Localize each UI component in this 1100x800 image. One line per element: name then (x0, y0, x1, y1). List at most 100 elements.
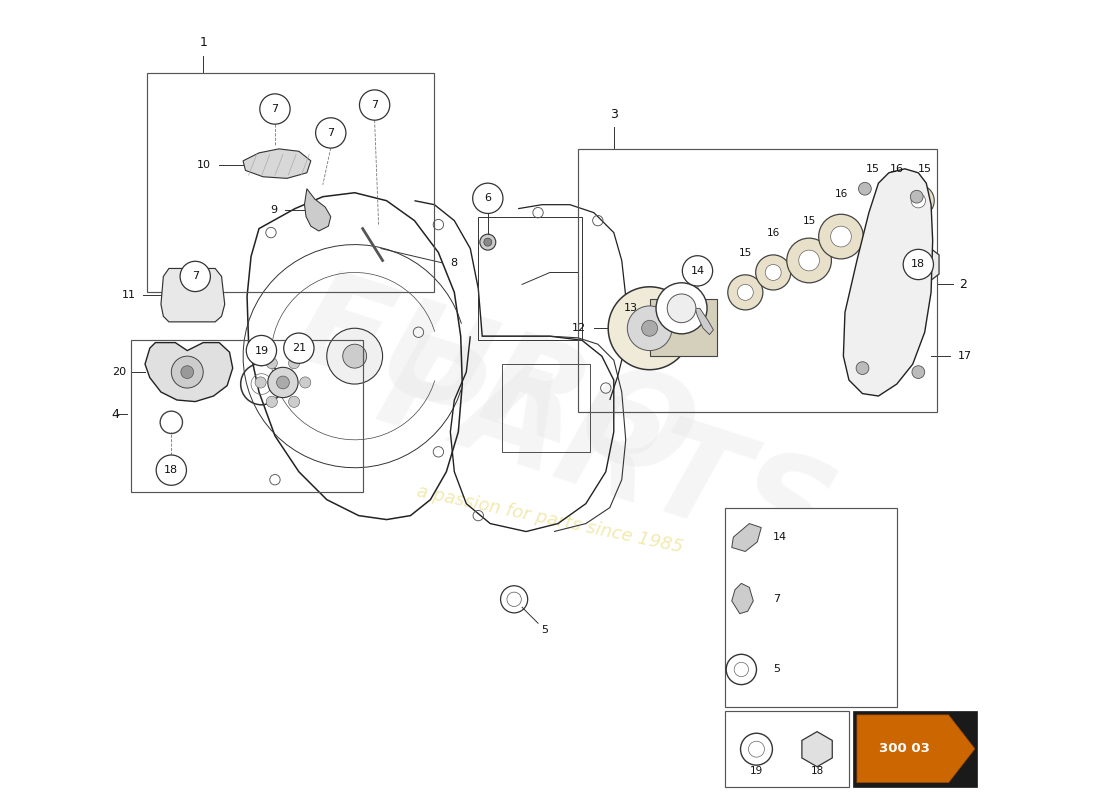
Polygon shape (896, 247, 939, 282)
Text: 10: 10 (197, 160, 211, 170)
Circle shape (799, 250, 820, 271)
Circle shape (288, 396, 299, 407)
Text: 3: 3 (609, 108, 618, 121)
Polygon shape (145, 342, 233, 402)
Bar (725, 711, 849, 786)
Circle shape (343, 344, 366, 368)
Polygon shape (732, 523, 761, 551)
Text: 14: 14 (773, 532, 788, 542)
Text: 19: 19 (254, 346, 268, 355)
Circle shape (255, 377, 266, 388)
Text: 9: 9 (271, 206, 277, 215)
Circle shape (786, 238, 832, 283)
Circle shape (766, 265, 781, 281)
Polygon shape (243, 149, 311, 178)
Circle shape (327, 328, 383, 384)
Circle shape (284, 333, 314, 363)
Text: 18: 18 (811, 766, 824, 776)
Circle shape (608, 286, 691, 370)
Circle shape (858, 182, 871, 195)
Bar (478, 217, 582, 340)
Text: 19: 19 (750, 766, 763, 776)
Text: 15: 15 (803, 216, 816, 226)
Circle shape (627, 306, 672, 350)
Text: 8: 8 (450, 258, 458, 268)
Circle shape (480, 234, 496, 250)
Text: 20: 20 (112, 367, 125, 377)
Circle shape (156, 455, 187, 486)
Circle shape (473, 183, 503, 214)
Polygon shape (161, 269, 224, 322)
Text: 7: 7 (272, 104, 278, 114)
Circle shape (246, 335, 276, 366)
Circle shape (728, 275, 763, 310)
Circle shape (484, 238, 492, 246)
Text: 16: 16 (835, 190, 848, 199)
Polygon shape (732, 583, 754, 614)
Circle shape (266, 358, 277, 369)
Text: PARTS: PARTS (364, 323, 848, 589)
Circle shape (260, 94, 290, 124)
Circle shape (903, 250, 934, 280)
Circle shape (912, 366, 925, 378)
Bar (725, 508, 896, 707)
Polygon shape (305, 189, 331, 231)
Circle shape (911, 190, 923, 203)
Text: 15: 15 (739, 247, 752, 258)
Circle shape (737, 285, 754, 300)
Circle shape (267, 367, 298, 398)
Circle shape (656, 283, 707, 334)
Text: 18: 18 (911, 259, 925, 270)
Circle shape (172, 356, 204, 388)
Text: 16: 16 (890, 164, 904, 174)
Bar (132, 340, 363, 492)
Circle shape (902, 185, 934, 217)
Text: 12: 12 (572, 323, 586, 334)
Text: 18: 18 (164, 465, 178, 475)
Text: 6: 6 (484, 194, 492, 203)
Circle shape (316, 118, 345, 148)
Bar (147, 73, 434, 292)
Circle shape (276, 376, 289, 389)
Circle shape (830, 226, 851, 247)
Circle shape (288, 358, 299, 369)
Circle shape (299, 377, 311, 388)
Text: 7: 7 (371, 100, 378, 110)
Text: 21: 21 (292, 343, 306, 353)
Text: EURO: EURO (279, 260, 710, 508)
Text: 15: 15 (866, 164, 880, 174)
Text: 5: 5 (541, 625, 548, 634)
Circle shape (266, 396, 277, 407)
Polygon shape (844, 169, 933, 396)
Polygon shape (695, 308, 714, 334)
Circle shape (756, 255, 791, 290)
Bar (650, 298, 717, 356)
Bar (852, 711, 977, 786)
Circle shape (360, 90, 389, 120)
Bar (503, 364, 590, 452)
Bar (578, 149, 937, 412)
Text: 1: 1 (199, 36, 207, 50)
Circle shape (641, 320, 658, 336)
Text: 300 03: 300 03 (879, 742, 931, 755)
Polygon shape (857, 715, 975, 782)
Text: 7: 7 (773, 594, 780, 604)
Text: 15: 15 (917, 164, 932, 174)
Text: 17: 17 (958, 351, 972, 361)
Text: 13: 13 (624, 303, 638, 314)
Text: 16: 16 (767, 227, 780, 238)
Circle shape (668, 294, 696, 322)
Text: 14: 14 (691, 266, 704, 276)
Text: 7: 7 (327, 128, 334, 138)
Circle shape (180, 366, 194, 378)
Circle shape (818, 214, 864, 259)
Text: 7: 7 (191, 271, 199, 282)
Circle shape (682, 256, 713, 286)
Circle shape (911, 194, 925, 208)
Circle shape (180, 262, 210, 291)
Text: 2: 2 (959, 278, 967, 291)
Text: a passion for parts since 1985: a passion for parts since 1985 (415, 482, 685, 557)
Circle shape (856, 362, 869, 374)
Text: 4: 4 (111, 408, 120, 421)
Text: 5: 5 (773, 665, 780, 674)
